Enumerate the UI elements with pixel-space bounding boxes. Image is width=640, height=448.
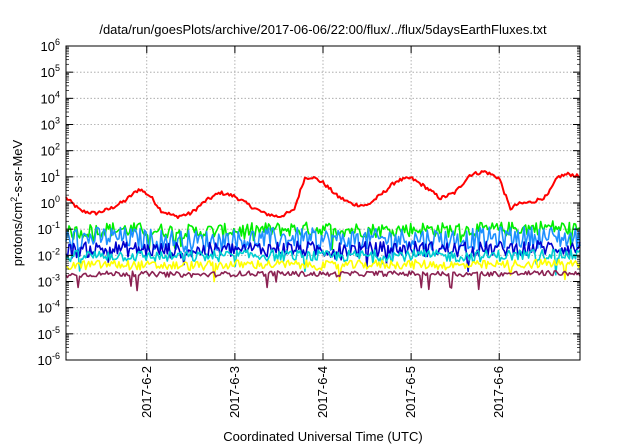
y-tick-label: 104 xyxy=(41,89,60,106)
x-tick-label: 2017-6-6 xyxy=(491,366,506,418)
x-tick-label: 2017-6-3 xyxy=(227,366,242,418)
y-tick-label: 100 xyxy=(41,194,60,211)
x-axis-label: Coordinated Universal Time (UTC) xyxy=(223,429,422,444)
series-line xyxy=(65,258,581,283)
y-tick-label: 10-2 xyxy=(38,246,60,263)
y-tick-label: 102 xyxy=(41,142,60,159)
chart-title: /data/run/goesPlots/archive/2017-06-06/2… xyxy=(99,22,547,37)
x-tick-label: 2017-6-5 xyxy=(403,366,418,418)
y-tick-label: 103 xyxy=(41,116,60,133)
x-tick-label: 2017-6-2 xyxy=(139,366,154,418)
y-tick-label: 105 xyxy=(41,63,60,80)
y-tick-label: 10-5 xyxy=(38,325,60,342)
x-axis: 2017-6-2 2017-6-3 2017-6-4 2017-6-5 2017-6-6 xyxy=(139,46,506,418)
x-tick-label: 2017-6-4 xyxy=(315,366,330,418)
y-axis-label: protons/cm2-s-sr-MeV xyxy=(9,139,25,266)
series-line xyxy=(65,248,581,276)
series-line xyxy=(65,269,581,292)
series-line xyxy=(65,226,581,262)
y-tick-label: 10-6 xyxy=(38,351,60,368)
series-line xyxy=(65,170,581,220)
y-tick-label: 10-4 xyxy=(38,299,60,316)
y-tick-label: 101 xyxy=(41,168,60,185)
grid xyxy=(66,46,580,360)
y-tick-label: 10-1 xyxy=(38,220,60,237)
y-tick-label: 10-3 xyxy=(38,273,60,290)
y-tick-label: 106 xyxy=(41,37,60,54)
series-group xyxy=(65,170,581,292)
